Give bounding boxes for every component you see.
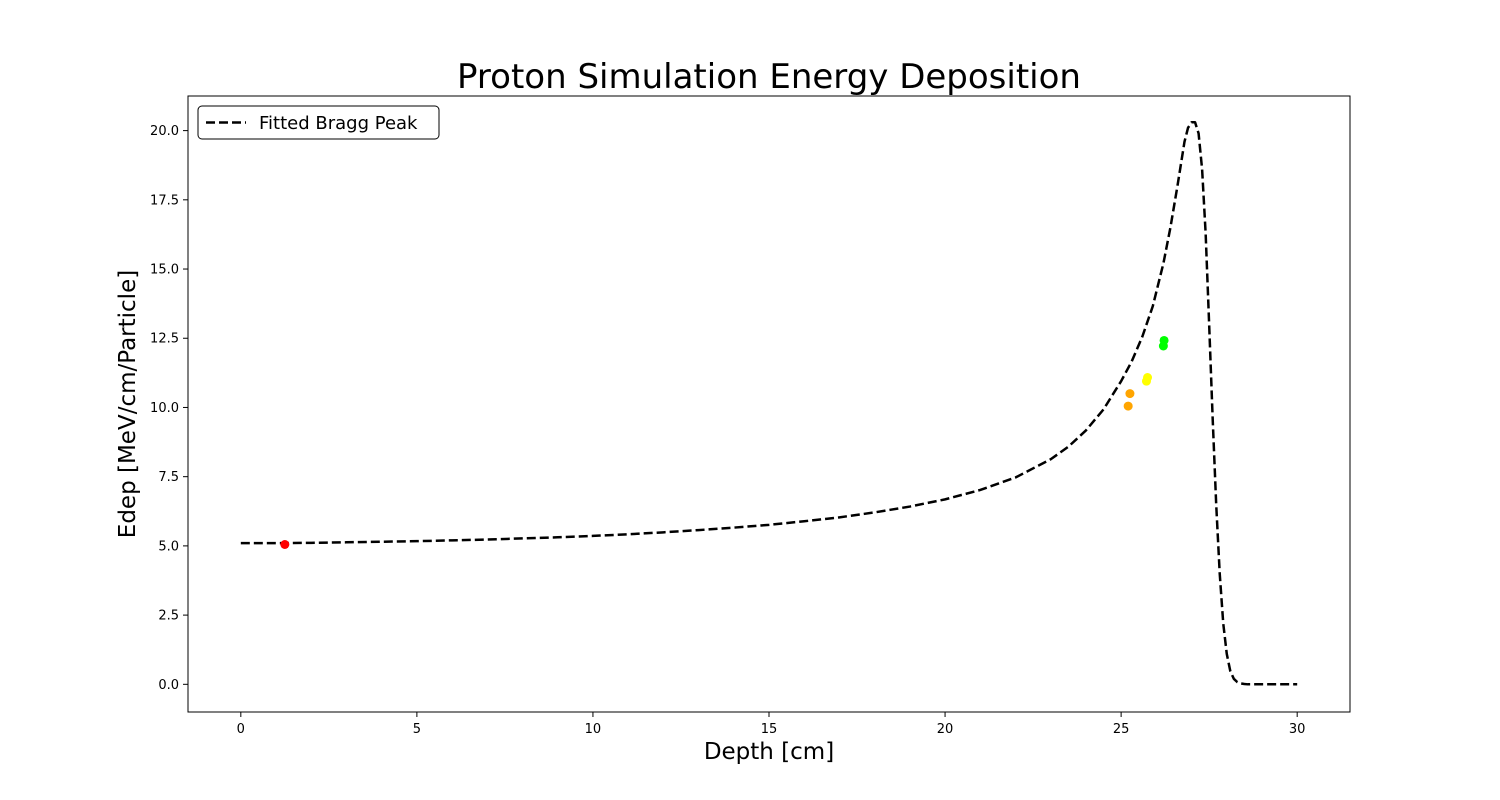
- x-tick-label: 5: [413, 722, 421, 737]
- y-tick-label: 12.5: [150, 332, 179, 347]
- x-axis-label: Depth [cm]: [704, 739, 834, 765]
- plot-frame: [187, 95, 1351, 713]
- x-tick-label: 0: [237, 722, 245, 737]
- plot-area: 0 5 10 15 20 25 30 0.0 2.5 5.0 7.5 10.0 12.5 15.0 17.…: [150, 95, 1351, 737]
- data-point: [1159, 335, 1169, 345]
- x-tick-label: 15: [761, 722, 778, 737]
- x-tick-label: 10: [585, 722, 602, 737]
- x-tick-label: 25: [1113, 722, 1130, 737]
- x-tick-label: 30: [1289, 722, 1306, 737]
- y-tick-label: 20.0: [150, 124, 179, 139]
- x-tick-label: 20: [937, 722, 954, 737]
- y-tick-label: 17.5: [150, 193, 179, 208]
- y-tick-label: 7.5: [158, 470, 179, 485]
- series-layer: [240, 121, 1298, 686]
- data-point: [1143, 373, 1153, 383]
- y-tick-label: 10.0: [150, 401, 179, 416]
- y-tick-label: 15.0: [150, 263, 179, 278]
- y-tick-label: 0.0: [158, 678, 179, 693]
- legend-entry-fitted-bragg-peak: Fitted Bragg Peak: [259, 113, 418, 134]
- x-axis: 0 5 10 15 20 25 30: [237, 712, 1306, 737]
- chart-title: Proton Simulation Energy Deposition: [457, 57, 1081, 97]
- series-line-fitted-bragg-peak: [240, 121, 1298, 686]
- y-tick-label: 5.0: [158, 539, 179, 554]
- y-axis: 0.0 2.5 5.0 7.5 10.0 12.5 15.0 17.5 20.0: [150, 124, 188, 693]
- legend-box: [197, 105, 440, 140]
- legend: Fitted Bragg Peak: [197, 105, 440, 140]
- y-tick-label: 2.5: [158, 609, 179, 624]
- data-point: [280, 540, 290, 550]
- data-point: [1125, 389, 1135, 399]
- marker-layer: [280, 335, 1169, 550]
- data-point: [1123, 401, 1133, 411]
- y-axis-label: Edep [MeV/cm/Particle]: [115, 270, 141, 538]
